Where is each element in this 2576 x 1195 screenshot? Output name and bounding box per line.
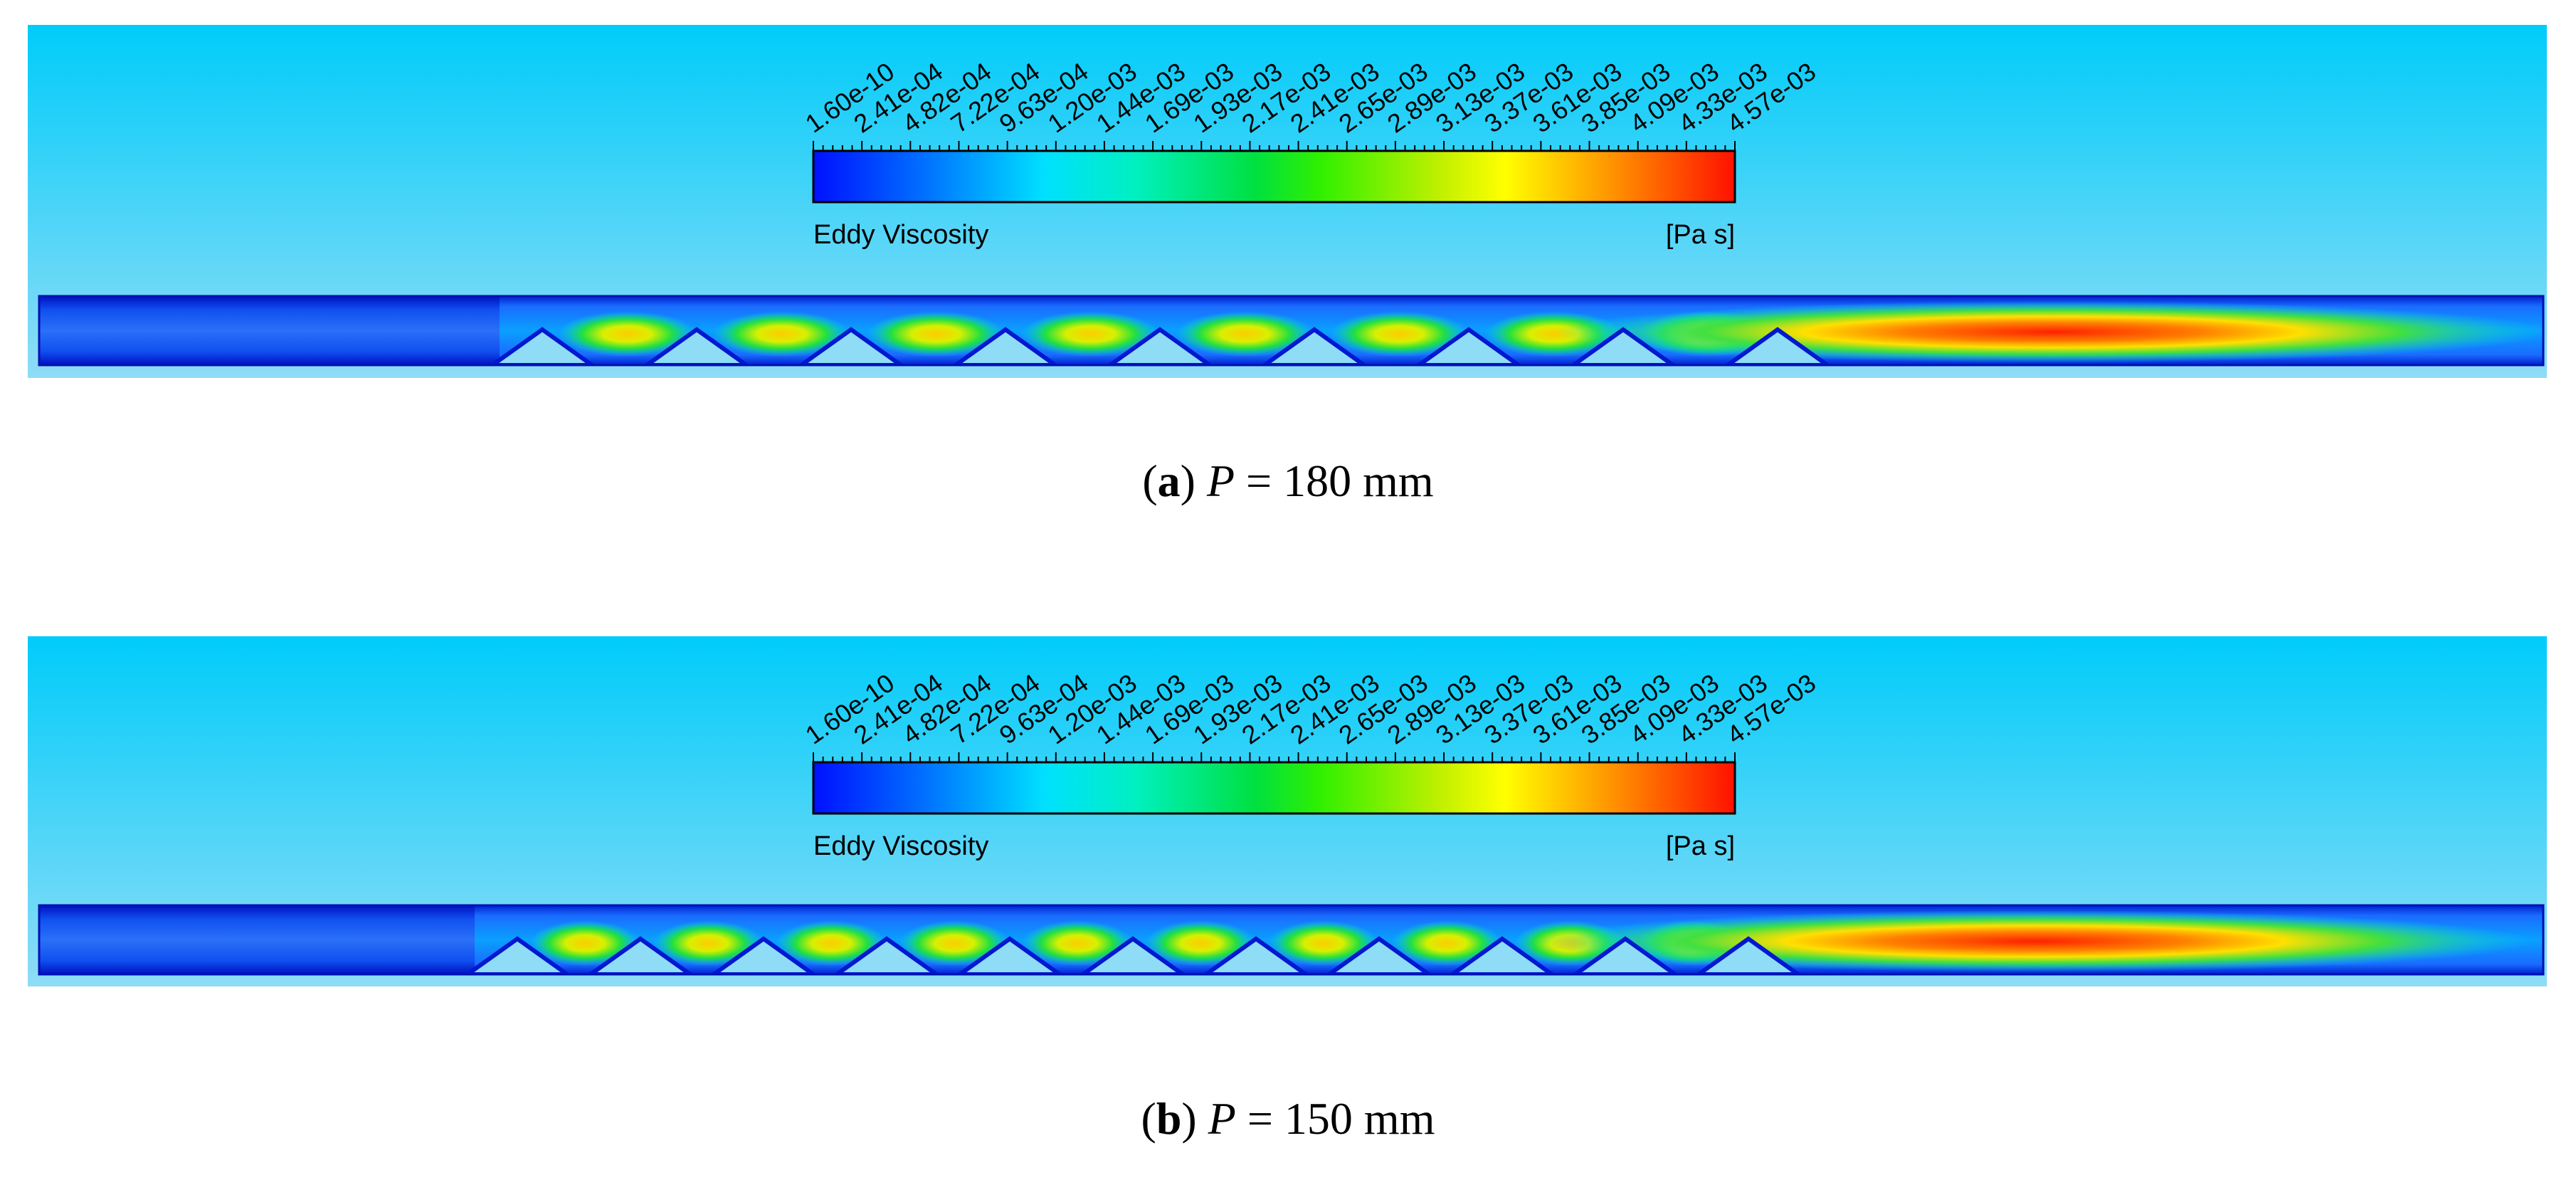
caption-part: = 180 mm: [1235, 456, 1434, 506]
inlet-region: [39, 905, 475, 974]
rib: [833, 936, 941, 974]
rib: [1571, 936, 1679, 974]
high-viscosity-region: [1555, 300, 2543, 364]
rib: [586, 936, 695, 974]
high-viscosity-region: [1537, 910, 2533, 973]
pipe-outline: [38, 295, 2545, 367]
caption-part: ): [1181, 456, 1207, 506]
colorbar-unit: [Pa s]: [1666, 220, 1735, 250]
vortex-region: [866, 311, 1005, 357]
rib: [643, 327, 751, 365]
caption: (b) P = 150 mm: [1141, 1093, 1435, 1144]
rib: [709, 936, 818, 974]
caption: (a) P = 180 mm: [1142, 456, 1433, 506]
colorbar-unit: [Pa s]: [1666, 831, 1735, 861]
caption-part: a: [1158, 456, 1181, 506]
vortex-region: [1020, 311, 1160, 357]
inlet-region: [39, 296, 500, 365]
rib: [463, 936, 571, 974]
rib: [1569, 327, 1677, 365]
rib: [488, 327, 596, 365]
vortex-region: [1268, 920, 1379, 967]
caption-part: P: [1208, 1093, 1236, 1144]
vortex-region: [529, 920, 641, 967]
vortex-region: [1391, 920, 1502, 967]
vortex-region: [1022, 920, 1133, 967]
colorbar: [812, 149, 1736, 204]
pipe-contour: [39, 296, 2543, 365]
rib: [951, 327, 1060, 365]
rib: [1415, 327, 1523, 365]
caption-part: P: [1206, 456, 1235, 506]
rib: [1079, 936, 1187, 974]
vortex-region: [1145, 920, 1256, 967]
rib: [1448, 936, 1556, 974]
vortex-region: [653, 920, 764, 967]
colorbar: [812, 761, 1736, 815]
caption-part: (: [1141, 1093, 1156, 1144]
caption-part: (: [1142, 456, 1157, 506]
rib: [1724, 327, 1832, 365]
panel: 1.60e-102.41e-044.82e-047.22e-049.63e-04…: [28, 25, 2547, 506]
caption-part: b: [1156, 1093, 1182, 1144]
rib: [1202, 936, 1310, 974]
rib: [1106, 327, 1214, 365]
vortex-region: [557, 311, 697, 357]
vortex-region: [1175, 311, 1314, 357]
vortex-region: [776, 920, 887, 967]
vortex-region: [899, 920, 1010, 967]
rib: [1325, 936, 1433, 974]
pipe-outline: [38, 904, 2545, 976]
rib: [956, 936, 1064, 974]
colorbar-title: Eddy Viscosity: [813, 831, 988, 861]
rib: [797, 327, 905, 365]
pipe-contour: [39, 905, 2543, 974]
caption-part: = 150 mm: [1236, 1093, 1435, 1144]
rib: [1694, 936, 1802, 974]
vortex-region: [712, 311, 851, 357]
colorbar-title: Eddy Viscosity: [813, 220, 988, 250]
panel: 1.60e-102.41e-044.82e-047.22e-049.63e-04…: [28, 636, 2547, 1144]
vortex-region: [1329, 311, 1469, 357]
caption-part: ): [1181, 1093, 1208, 1144]
rib: [1260, 327, 1368, 365]
